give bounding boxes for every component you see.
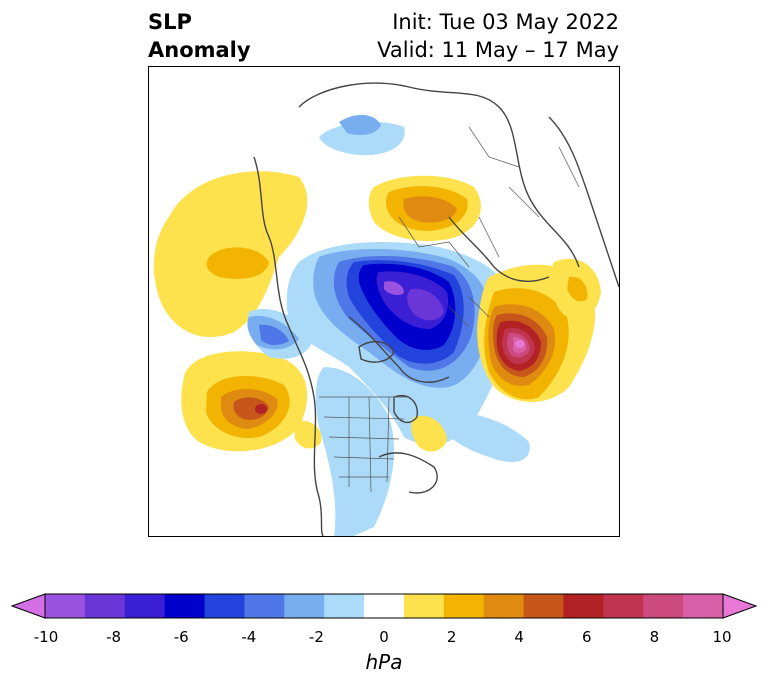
map-panel bbox=[148, 66, 620, 537]
colorbar-segment bbox=[563, 594, 604, 618]
title-variable: SLP bbox=[148, 10, 192, 34]
colorbar-outline bbox=[44, 593, 724, 619]
colorbar-segment bbox=[284, 594, 325, 618]
colorbar-tick-label: 2 bbox=[446, 628, 457, 646]
colorbar-extend-high bbox=[722, 593, 758, 619]
colorbar-tick-label: 4 bbox=[514, 628, 524, 646]
north-america-low bbox=[315, 114, 530, 536]
colorbar-segment bbox=[124, 594, 166, 618]
colorbar-tick-label: -4 bbox=[241, 628, 257, 646]
colorbar-segment bbox=[683, 594, 724, 618]
siberia-high bbox=[368, 175, 481, 242]
colorbar-tick-label: 8 bbox=[649, 628, 660, 646]
anomaly-map bbox=[153, 82, 619, 536]
arctic-low bbox=[247, 242, 511, 445]
colorbar-segment bbox=[84, 594, 126, 618]
colorbar-segment bbox=[204, 594, 245, 618]
colorbar-segment bbox=[483, 594, 525, 618]
colorbar-extend-low bbox=[10, 593, 46, 619]
colorbar bbox=[10, 593, 758, 619]
scandinavia-high bbox=[477, 264, 596, 402]
colorbar-segment bbox=[403, 594, 445, 618]
title-anomaly: Anomaly bbox=[148, 38, 251, 62]
colorbar-tick-label: 0 bbox=[379, 628, 389, 646]
colorbar-tick-label: 6 bbox=[582, 628, 592, 646]
colorbar-label: hPa bbox=[365, 650, 403, 674]
pacific-high-west bbox=[153, 171, 308, 338]
colorbar-segment bbox=[443, 594, 485, 618]
colorbar-segment bbox=[523, 594, 564, 618]
colorbar-tick-label: 10 bbox=[712, 628, 732, 646]
colorbar-tick-label: -2 bbox=[308, 628, 324, 646]
colorbar-segment bbox=[164, 594, 206, 618]
colorbar-segment bbox=[643, 594, 684, 618]
colorbar-tick-label: -8 bbox=[106, 628, 122, 646]
east-asia-high bbox=[550, 258, 601, 320]
colorbar-segment bbox=[324, 594, 365, 618]
colorbar-tick-label: -6 bbox=[173, 628, 189, 646]
title-right: Init: Tue 03 May 2022 Valid: 11 May – 17… bbox=[377, 8, 619, 64]
colorbar-segment bbox=[244, 594, 285, 618]
colorbar-segments bbox=[10, 593, 758, 619]
valid-range: Valid: 11 May – 17 May bbox=[377, 38, 619, 62]
title-left: SLP Anomaly bbox=[148, 8, 251, 64]
colorbar-segment bbox=[364, 594, 405, 618]
colorbar-segment bbox=[603, 594, 644, 618]
colorbar-tick-label: -10 bbox=[33, 628, 59, 646]
gulf-of-alaska-high bbox=[181, 351, 308, 452]
coastlines bbox=[253, 82, 619, 536]
colorbar-segment bbox=[45, 594, 86, 618]
init-date: Init: Tue 03 May 2022 bbox=[392, 10, 619, 34]
political-borders bbox=[319, 126, 580, 493]
